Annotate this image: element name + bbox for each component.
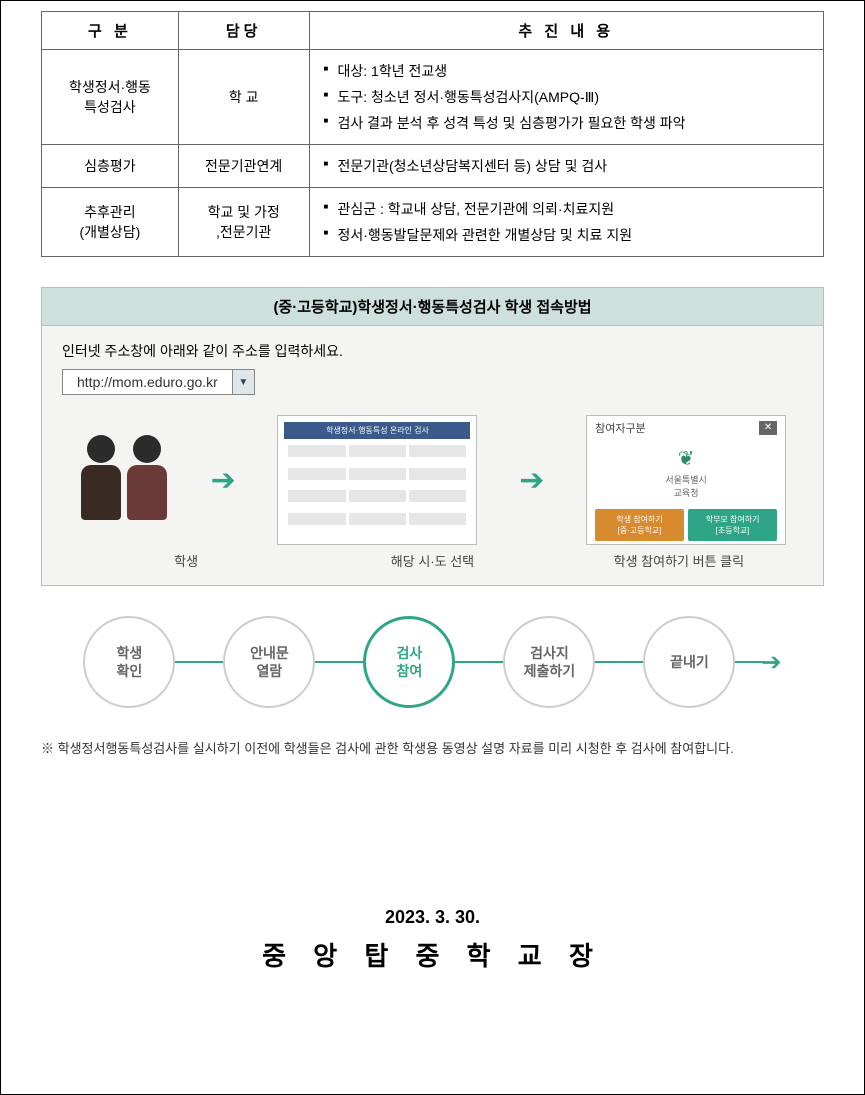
step-connector	[595, 661, 643, 663]
site-card: 학생정서·행동특성 온라인 검사	[277, 415, 477, 545]
students-card	[79, 435, 169, 525]
step-circle: 학생 확인	[83, 616, 175, 708]
cell-owner: 학 교	[178, 50, 309, 145]
content-item: 정서·행동발달문제와 관련한 개별상담 및 치료 지원	[324, 222, 814, 248]
panel-instruction: 인터넷 주소창에 아래와 같이 주소를 입력하세요.	[62, 341, 803, 361]
footer-date: 2023. 3. 30.	[41, 907, 824, 928]
table-row: 심층평가전문기관연계 전문기관(청소년상담복지센터 등) 상담 및 검사	[42, 145, 824, 188]
content-item: 전문기관(청소년상담복지센터 등) 상담 및 검사	[324, 153, 814, 179]
footer-sign: 중 앙 탑 중 학 교 장	[41, 936, 824, 973]
content-item: 관심군 : 학교내 상담, 전문기관에 의뢰·치료지원	[324, 196, 814, 222]
parent-participate-button[interactable]: 학부모 참여하기 [초등학교]	[688, 509, 777, 541]
org-text: 서울특별시 교육청	[595, 473, 777, 509]
access-flow: ➔ 학생정서·행동특성 온라인 검사 ➔ 참여자구분 ✕ ❦ 서울특별시 교육청	[62, 415, 803, 545]
cell-content: 관심군 : 학교내 상담, 전문기관에 의뢰·치료지원정서·행동발달문제와 관련…	[309, 188, 824, 257]
cell-category: 학생정서·행동 특성검사	[42, 50, 179, 145]
arrow-icon: ➔	[519, 463, 544, 498]
content-item: 대상: 1학년 전교생	[324, 58, 814, 84]
step-circle: 검사지 제출하기	[503, 616, 595, 708]
student-participate-button[interactable]: 학생 참여하기 [중·고등학교]	[595, 509, 684, 541]
step-circle: 끝내기	[643, 616, 735, 708]
th-owner: 담당	[178, 12, 309, 50]
footer: 2023. 3. 30. 중 앙 탑 중 학 교 장	[41, 907, 824, 973]
content-item: 검사 결과 분석 후 성격 특성 및 심층평가가 필요한 학생 파악	[324, 110, 814, 136]
panel-title: (중·고등학교)학생정서·행동특성검사 학생 접속방법	[42, 288, 823, 326]
th-content: 추 진 내 용	[309, 12, 824, 50]
org-logo-icon: ❦	[595, 436, 777, 473]
footnote: ※ 학생정서행동특성검사를 실시하기 이전에 학생들은 검사에 관한 학생용 동…	[41, 738, 824, 757]
flow-label: 해당 시·도 선택	[332, 551, 532, 570]
participate-card: 참여자구분 ✕ ❦ 서울특별시 교육청 학생 참여하기 [중·고등학교] 학부모…	[586, 415, 786, 545]
cell-category: 심층평가	[42, 145, 179, 188]
student-figure	[79, 435, 123, 525]
step-circle: 검사 참여	[363, 616, 455, 708]
step-connector	[455, 661, 503, 663]
step-connector	[175, 661, 223, 663]
cell-owner: 전문기관연계	[178, 145, 309, 188]
cell-owner: 학교 및 가정 ,전문기관	[178, 188, 309, 257]
table-row: 추후관리 (개별상담)학교 및 가정 ,전문기관관심군 : 학교내 상담, 전문…	[42, 188, 824, 257]
access-panel: (중·고등학교)학생정서·행동특성검사 학생 접속방법 인터넷 주소창에 아래와…	[41, 287, 824, 586]
flow-label: 학생 참여하기 버튼 클릭	[579, 551, 779, 570]
th-category: 구 분	[42, 12, 179, 50]
arrow-icon: ➔	[761, 648, 781, 677]
card-header: 참여자구분	[595, 420, 646, 436]
url-box[interactable]: http://mom.eduro.go.kr ▼	[62, 369, 255, 395]
process-table: 구 분 담당 추 진 내 용 학생정서·행동 특성검사학 교대상: 1학년 전교…	[41, 11, 824, 257]
site-title: 학생정서·행동특성 온라인 검사	[284, 422, 470, 439]
cell-content: 전문기관(청소년상담복지센터 등) 상담 및 검사	[309, 145, 824, 188]
cell-category: 추후관리 (개별상담)	[42, 188, 179, 257]
student-figure	[125, 435, 169, 525]
cell-content: 대상: 1학년 전교생도구: 청소년 정서·행동특성검사지(AMPQ-Ⅲ)검사 …	[309, 50, 824, 145]
arrow-icon: ➔	[211, 463, 236, 498]
table-row: 학생정서·행동 특성검사학 교대상: 1학년 전교생도구: 청소년 정서·행동특…	[42, 50, 824, 145]
step-circle: 안내문 열람	[223, 616, 315, 708]
url-text: http://mom.eduro.go.kr	[63, 370, 232, 394]
content-item: 도구: 청소년 정서·행동특성검사지(AMPQ-Ⅲ)	[324, 84, 814, 110]
close-icon[interactable]: ✕	[759, 421, 777, 435]
flow-label: 학생	[86, 551, 286, 570]
step-circles: 학생 확인 안내문 열람 검사 참여 검사지 제출하기 끝내기 ➔	[41, 616, 824, 708]
url-dropdown-icon[interactable]: ▼	[232, 370, 254, 394]
step-connector	[315, 661, 363, 663]
